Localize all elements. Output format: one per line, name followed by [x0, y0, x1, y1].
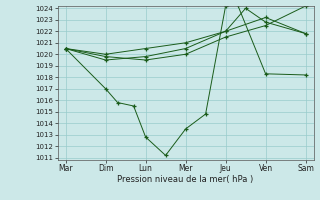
X-axis label: Pression niveau de la mer( hPa ): Pression niveau de la mer( hPa )	[117, 175, 254, 184]
